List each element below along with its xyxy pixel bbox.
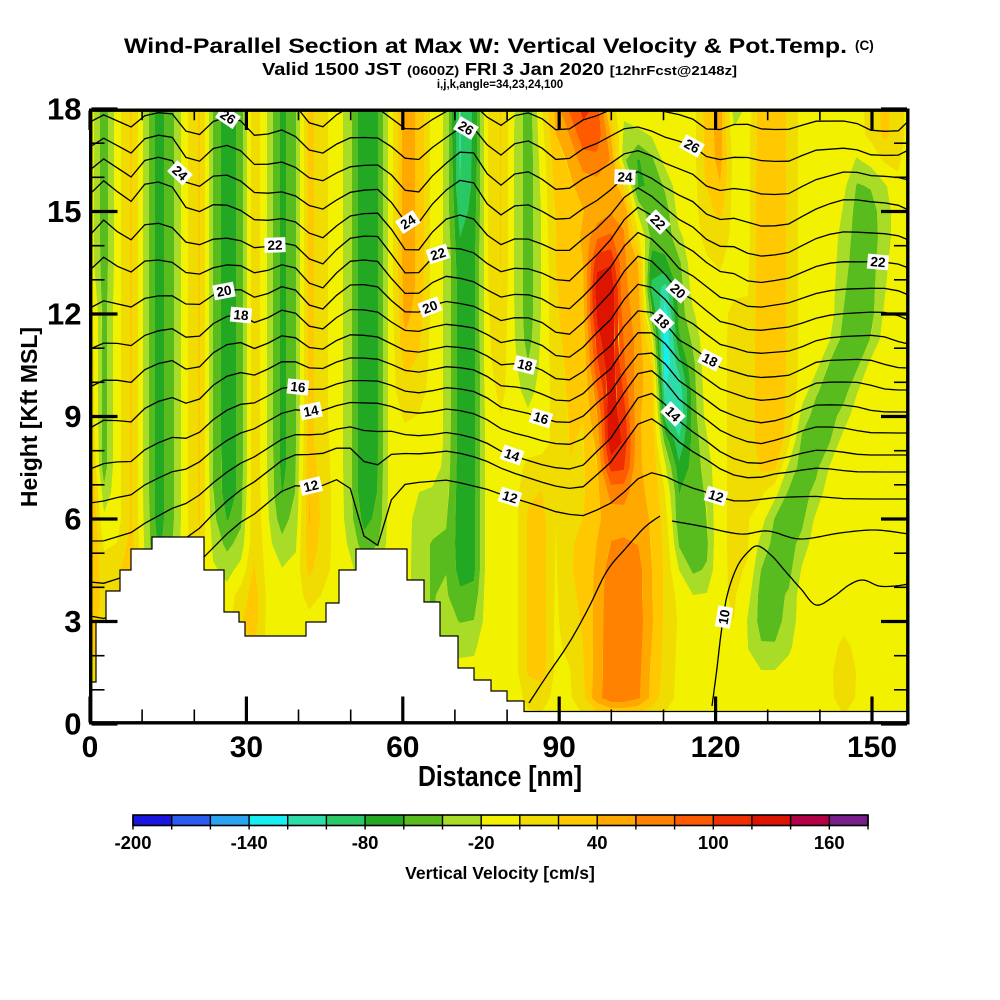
svg-text:i,j,k,angle=34,23,24,100: i,j,k,angle=34,23,24,100 — [437, 79, 563, 91]
svg-text:22: 22 — [429, 245, 448, 264]
svg-text:20: 20 — [215, 282, 233, 300]
svg-text:Height [Kft MSL]: Height [Kft MSL] — [16, 327, 42, 507]
svg-text:30: 30 — [230, 731, 263, 764]
svg-text:14: 14 — [502, 446, 522, 465]
svg-text:(C): (C) — [855, 38, 874, 53]
svg-text:15: 15 — [47, 194, 81, 229]
svg-text:Wind-Parallel Section at Max W: Wind-Parallel Section at Max W: Vertical… — [124, 34, 847, 58]
svg-text:-20: -20 — [468, 832, 495, 853]
svg-text:20: 20 — [420, 297, 439, 316]
svg-text:20: 20 — [667, 281, 688, 302]
svg-text:22: 22 — [870, 254, 886, 270]
svg-text:6: 6 — [64, 502, 81, 537]
svg-text:22: 22 — [267, 237, 283, 253]
svg-text:120: 120 — [691, 731, 741, 764]
svg-text:18: 18 — [47, 92, 81, 127]
svg-text:18: 18 — [700, 350, 721, 370]
svg-text:12: 12 — [707, 487, 726, 506]
svg-text:160: 160 — [814, 832, 845, 853]
svg-text:150: 150 — [847, 731, 897, 764]
svg-text:100: 100 — [698, 832, 729, 853]
svg-text:16: 16 — [532, 409, 551, 428]
svg-text:26: 26 — [456, 118, 477, 139]
svg-text:24: 24 — [617, 169, 633, 185]
svg-text:18: 18 — [233, 307, 250, 323]
svg-text:18: 18 — [516, 356, 535, 374]
svg-text:-80: -80 — [352, 832, 379, 853]
svg-text:3: 3 — [64, 604, 81, 639]
svg-text:0: 0 — [82, 731, 99, 764]
svg-text:Vertical Velocity [cm/s]: Vertical Velocity [cm/s] — [405, 863, 595, 883]
svg-text:90: 90 — [543, 731, 576, 764]
svg-text:12: 12 — [47, 297, 81, 332]
svg-text:14: 14 — [302, 402, 320, 420]
svg-text:12: 12 — [302, 477, 320, 495]
svg-text:26: 26 — [682, 136, 703, 157]
svg-text:0: 0 — [64, 707, 81, 742]
svg-text:-200: -200 — [114, 832, 151, 853]
svg-text:40: 40 — [587, 832, 608, 853]
svg-text:9: 9 — [64, 399, 81, 434]
svg-text:12: 12 — [501, 488, 520, 507]
svg-text:Valid 1500 JST (0600Z) FRI 3 J: Valid 1500 JST (0600Z) FRI 3 Jan 2020 [1… — [262, 59, 737, 79]
svg-text:10: 10 — [716, 608, 733, 625]
svg-text:Distance [nm]: Distance [nm] — [418, 761, 582, 793]
svg-text:60: 60 — [386, 731, 419, 764]
svg-text:16: 16 — [290, 379, 307, 396]
svg-text:-140: -140 — [231, 832, 268, 853]
